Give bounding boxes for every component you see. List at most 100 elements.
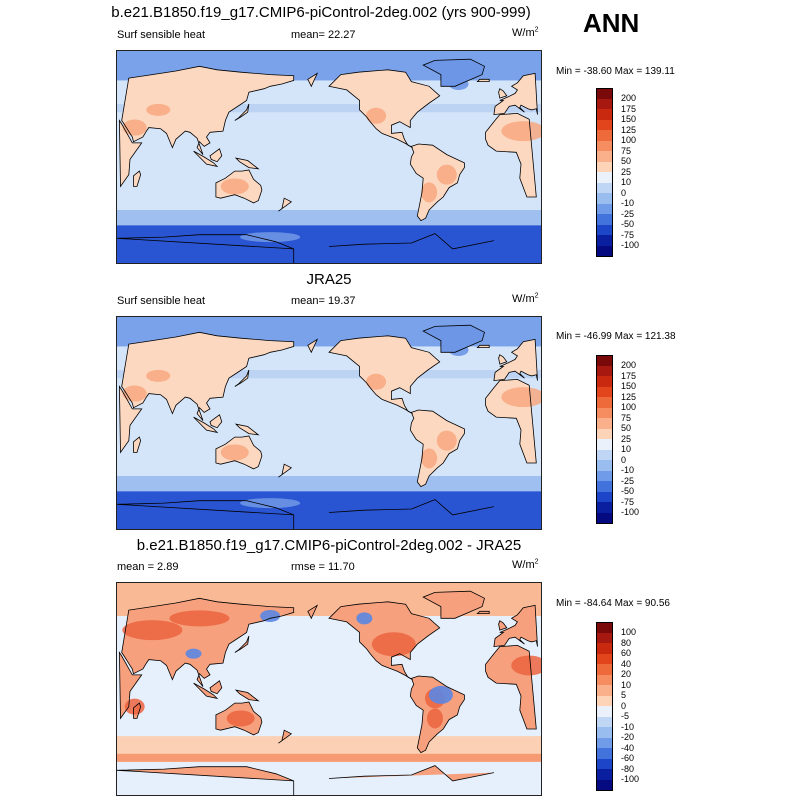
coastline-ant (328, 765, 494, 782)
colorbar-swatch (596, 758, 613, 770)
land-nam (307, 73, 318, 87)
land-sam (410, 410, 465, 487)
season-label: ANN (583, 8, 640, 38)
land-mad (133, 171, 141, 187)
coastline-jpn (234, 103, 250, 121)
colorbar-tick-label: -10 (621, 465, 635, 475)
colorbar-swatch (596, 685, 613, 696)
colorbar-swatch (596, 182, 613, 194)
colorbar-tick-label: 125 (621, 391, 637, 402)
colorbar-tick-label: 150 (621, 114, 637, 124)
colorbar-swatch (596, 769, 613, 780)
field-maximum (366, 373, 387, 390)
land-mad (133, 437, 141, 453)
field-minimum (356, 612, 373, 625)
land-eur (121, 598, 294, 687)
coastlines (117, 590, 538, 795)
land-jpn (234, 370, 249, 387)
field-minimum (448, 343, 469, 356)
coastline-afr (118, 651, 143, 720)
panel-3-minmax: Min = -84.64 Max = 90.56 (556, 598, 670, 609)
field-maximum (146, 103, 171, 116)
colorbar-tick-label: -25 (621, 475, 635, 486)
coastline-eur (121, 597, 295, 687)
colorbar-tick-label: -75 (621, 229, 635, 240)
land-eur (121, 66, 294, 155)
colorbar-tick-label: -60 (621, 753, 635, 763)
coastline-aus (215, 435, 263, 470)
land-eur (493, 73, 538, 115)
coastline-uk (498, 620, 508, 631)
field-maximum (421, 182, 438, 203)
coastline-mad (133, 702, 142, 719)
colorbar-tick-label: -20 (621, 732, 635, 742)
colorbar-swatch (596, 418, 613, 429)
field-maximum (421, 448, 438, 469)
land-nz (278, 730, 292, 744)
colorbar-tick-label: -50 (621, 219, 635, 229)
colorbar-swatch (596, 491, 613, 503)
land-grn (423, 591, 485, 619)
land-grn (423, 325, 485, 353)
land-eur (493, 605, 538, 647)
coastline-ant (117, 234, 295, 263)
southern-ocean-band (117, 210, 541, 226)
colorbar-tick-label: 175 (621, 370, 637, 381)
colorbar-tick-label: 75 (621, 145, 632, 156)
colorbar-swatch (596, 748, 613, 759)
land-brn (210, 414, 222, 428)
panel-2-colorbar: 200 175 150 125 100 75 50 25 10 0 -10 -25 -50 -75 -100 (596, 355, 656, 525)
colorbar-tick-label: 20 (621, 669, 632, 679)
coastline-nam (328, 335, 441, 414)
colorbar-swatch (596, 235, 613, 246)
colorbar-tick-label: -5 (621, 711, 630, 721)
colorbar-tick-label: 10 (621, 444, 632, 454)
map-field (117, 51, 541, 263)
colorbar-swatch (596, 653, 613, 665)
coastline-sam (409, 675, 465, 754)
coastline-eur (121, 331, 295, 421)
land-afr (119, 386, 142, 453)
coastline-uk (498, 354, 508, 365)
colorbar-swatch (596, 481, 613, 492)
coastline-mad (133, 170, 142, 187)
colorbar-swatch (596, 140, 613, 152)
coastline-ant (117, 500, 295, 529)
colorbar-swatch (596, 449, 613, 461)
field-minimum (448, 77, 469, 90)
colorbar-swatch (596, 439, 613, 450)
coastline-sam (409, 143, 465, 222)
colorbar-swatch (596, 88, 613, 99)
coastlines (117, 324, 538, 529)
colorbar-tick-label: 80 (621, 637, 632, 648)
panel-3-map (116, 582, 542, 796)
colorbar-swatch (596, 193, 613, 204)
panel-1-variable-label: Surf sensible heat (117, 29, 206, 41)
colorbar-swatch (596, 502, 613, 513)
midlat-band (117, 104, 541, 113)
colorbar-tick-label: 10 (621, 177, 632, 187)
colorbar-tick-label: -40 (621, 742, 635, 753)
colorbar-tick-label: 200 (621, 93, 637, 103)
colorbar-swatch (596, 779, 613, 791)
colorbar-tick-label: 5 (621, 690, 627, 700)
field-maximum (436, 430, 457, 451)
coastline-afr (485, 112, 537, 198)
coastline-ind (193, 150, 219, 168)
coastline-png (234, 423, 260, 436)
panel-1-units: W/m2 (512, 26, 539, 39)
land-grn (423, 59, 485, 87)
colorbar-swatch (596, 674, 613, 686)
colorbar-tick-label: 0 (621, 454, 627, 465)
coastline-ant (117, 766, 295, 795)
land-nam (329, 69, 440, 148)
coastline-afr (485, 644, 537, 730)
panel-3-title: b.e21.B1850.f19_g17.CMIP6-piControl-2deg… (136, 537, 522, 554)
land-nam (307, 605, 318, 619)
coastline-ice (476, 78, 490, 82)
map-field (117, 317, 541, 529)
coastline-ind (193, 682, 219, 700)
colorbar-tick-label: 25 (621, 166, 632, 177)
colorbar-swatch (596, 224, 613, 236)
coastline-nam (328, 69, 441, 148)
